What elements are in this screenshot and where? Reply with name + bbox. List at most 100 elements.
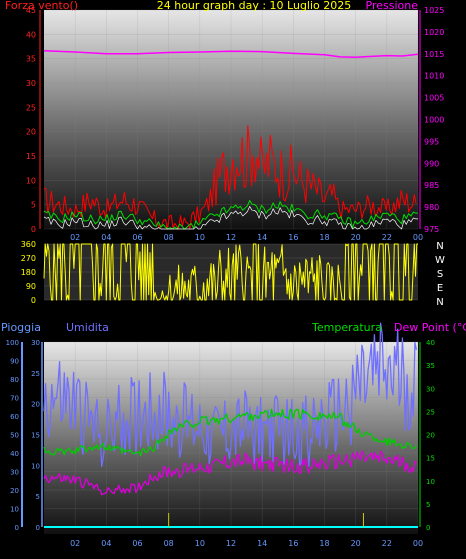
pressure-title: Pressione	[366, 0, 419, 12]
pressure-tick-label: 1020	[424, 28, 444, 37]
compass-label: W	[435, 255, 445, 266]
wind-x-tick-label: 02	[70, 233, 80, 242]
temperature-legend: Temperatura	[311, 321, 382, 334]
temp-x-tick-label: 02	[70, 539, 80, 548]
wind-x-tick-label: 10	[195, 233, 205, 242]
rain-legend: Pioggia	[1, 321, 41, 334]
temp-x-tick-label: 00	[413, 539, 423, 548]
pressure-tick-label: 1015	[424, 50, 444, 59]
temp-x-tick-label: 16	[288, 539, 298, 548]
wind-tick-label: 25	[26, 103, 36, 112]
temperature-tick-label: 0	[426, 524, 430, 532]
rain-tick-label: 10	[31, 462, 40, 470]
wind-x-tick-label: 20	[351, 233, 361, 242]
temperature-tick-label: 35	[426, 362, 435, 370]
humidity-tick-label: 40	[10, 450, 19, 458]
humidity-tick-label: 50	[10, 432, 19, 440]
wind-x-tick-label: 08	[164, 233, 174, 242]
direction-tick-label: 0	[31, 296, 36, 305]
humidity-tick-label: 70	[10, 395, 19, 403]
temp-x-tick-label: 06	[132, 539, 142, 548]
wind-plot-area	[44, 10, 418, 229]
temp-x-tick-label: 18	[319, 539, 329, 548]
direction-tick-label: 360	[21, 240, 36, 249]
wind-gust-line	[44, 125, 417, 230]
temp-x-tick-label: 12	[226, 539, 236, 548]
temperature-tick-label: 30	[426, 385, 435, 393]
temp-x-tick-label: 10	[195, 539, 205, 548]
wind-tick-label: 30	[26, 79, 36, 88]
temperature-tick-label: 5	[426, 501, 430, 509]
compass-label: N	[436, 241, 443, 252]
humidity-tick-label: 10	[10, 506, 19, 514]
wind-tick-label: 15	[26, 152, 36, 161]
pressure-tick-label: 1000	[424, 116, 444, 125]
temperature-line	[43, 408, 417, 457]
direction-tick-label: 270	[21, 254, 36, 263]
wind-tick-label: 40	[26, 30, 36, 39]
dewpoint-line	[43, 450, 417, 496]
rain-tick-label: 30	[31, 339, 40, 347]
wind-x-tick-label: 14	[257, 233, 267, 242]
temp-x-tick-label: 08	[164, 539, 174, 548]
wind-x-tick-label: 22	[382, 233, 392, 242]
wind-avg-line	[43, 200, 419, 230]
humidity-tick-label: 90	[10, 358, 19, 366]
rain-tick-label: 15	[31, 432, 40, 440]
wind-x-tick-label: 12	[226, 233, 236, 242]
direction-tick-label: 180	[21, 268, 36, 277]
wind-tick-label: 35	[26, 55, 36, 64]
rain-tick-label: 20	[31, 401, 40, 409]
humidity-tick-label: 100	[6, 339, 19, 347]
wind-tick-label: 0	[31, 225, 36, 234]
pressure-tick-label: 975	[424, 225, 439, 234]
wind-x-tick-label: 16	[288, 233, 298, 242]
humidity-tick-label: 20	[10, 487, 19, 495]
temp-x-tick-label: 22	[382, 539, 392, 548]
humidity-tick-label: 60	[10, 413, 19, 421]
pressure-tick-label: 990	[424, 159, 439, 168]
wind-x-tick-label: 00	[413, 233, 423, 242]
temp-x-tick-label: 04	[101, 539, 111, 548]
pressure-tick-label: 1010	[424, 72, 444, 81]
rain-tick-label: 25	[31, 370, 40, 378]
wind-x-tick-label: 06	[132, 233, 142, 242]
wind-x-tick-label: 04	[101, 233, 111, 242]
pressure-tick-label: 1005	[424, 94, 444, 103]
temperature-tick-label: 15	[426, 455, 435, 463]
pressure-tick-label: 1025	[424, 6, 444, 15]
wind-low-line	[43, 206, 418, 230]
wind-tick-label: 45	[26, 6, 36, 15]
wind-title: Forza vento()	[5, 0, 78, 12]
temperature-tick-label: 10	[426, 478, 435, 486]
humidity-legend: Umidita	[66, 321, 109, 334]
pressure-tick-label: 995	[424, 137, 439, 146]
temp-x-tick-label: 20	[351, 539, 361, 548]
wind-tick-label: 10	[26, 176, 36, 185]
humidity-line	[43, 322, 418, 467]
humidity-tick-label: 30	[10, 469, 19, 477]
rain-tick-label: 0	[36, 524, 40, 532]
humidity-tick-label: 80	[10, 376, 19, 384]
compass-label: E	[437, 283, 443, 294]
wind-x-tick-label: 18	[319, 233, 329, 242]
dewpoint-legend: Dew Point (°C)	[394, 321, 466, 334]
pressure-line	[43, 49, 419, 59]
pressure-tick-label: 980	[424, 203, 439, 212]
wind-tick-label: 5	[31, 201, 36, 210]
wind-direction-line	[43, 243, 418, 301]
temperature-tick-label: 20	[426, 432, 435, 440]
direction-tick-label: 90	[26, 282, 36, 291]
temperature-tick-label: 40	[426, 339, 435, 347]
wind-tick-label: 20	[26, 128, 36, 137]
pressure-tick-label: 985	[424, 181, 439, 190]
compass-label: S	[437, 269, 443, 280]
date-title: 24 hour graph day : 10 Luglio 2025	[157, 0, 352, 12]
humidity-tick-label: 0	[15, 524, 19, 532]
compass-label: N	[436, 297, 443, 308]
rain-tick-label: 5	[36, 493, 40, 501]
temperature-tick-label: 25	[426, 408, 435, 416]
temp-x-tick-label: 14	[257, 539, 267, 548]
